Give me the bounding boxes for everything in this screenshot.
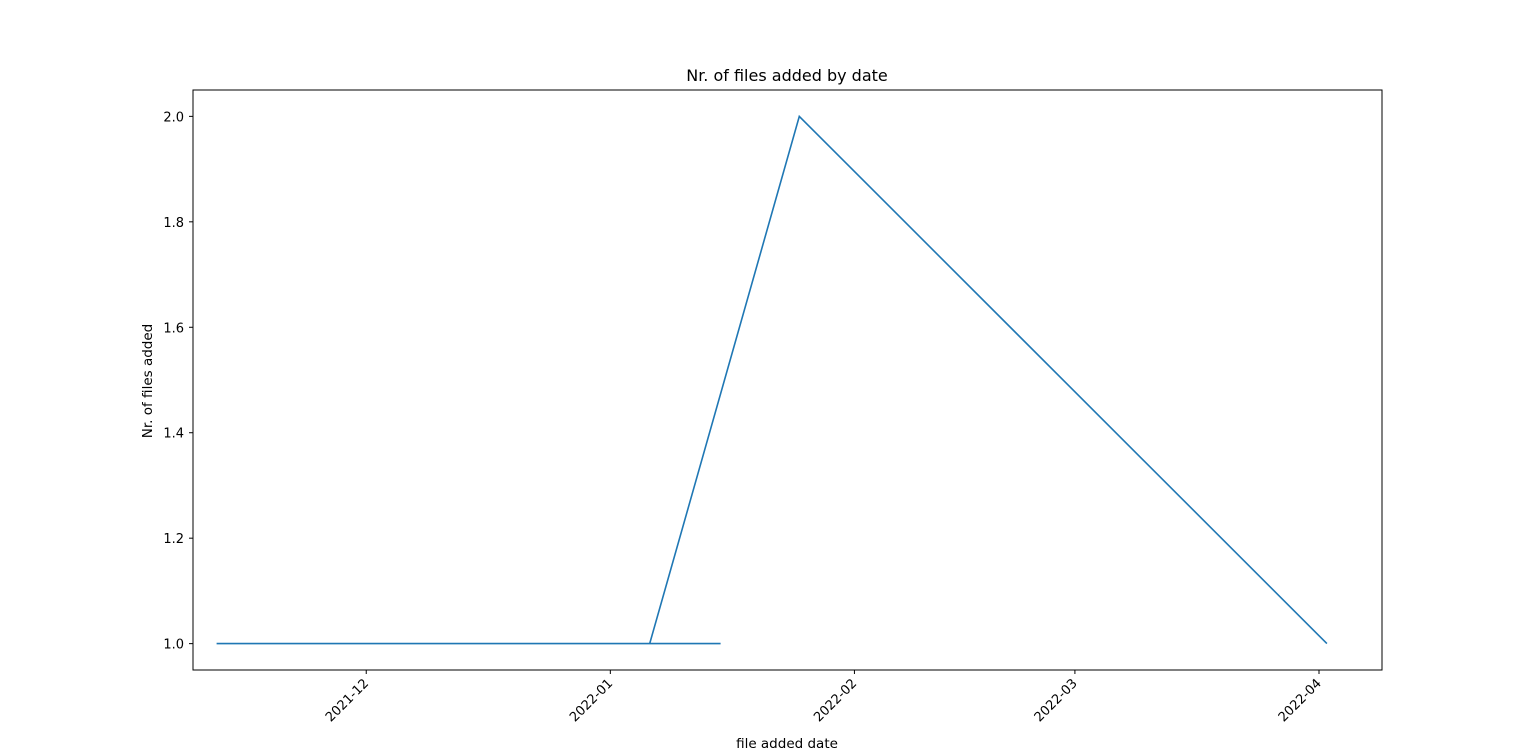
x-axis-label: file added date <box>736 736 838 752</box>
y-tick-label: 1.4 <box>163 427 184 442</box>
y-tick-label: 1.0 <box>163 638 184 653</box>
plot-area-frame <box>192 89 1383 671</box>
series-layer <box>216 114 1328 645</box>
y-axis-label: Nr. of files added <box>140 324 156 438</box>
chart-title: Nr. of files added by date <box>686 66 888 85</box>
y-axis-ticks: 1.0 1.2 1.4 1.6 1.8 2.0 <box>163 110 193 653</box>
series-line-0 <box>216 114 1328 645</box>
y-tick-label: 2.0 <box>163 110 184 125</box>
y-tick-label: 1.6 <box>163 321 184 336</box>
y-tick-label: 1.8 <box>163 216 184 231</box>
y-tick-label: 1.2 <box>163 532 184 547</box>
